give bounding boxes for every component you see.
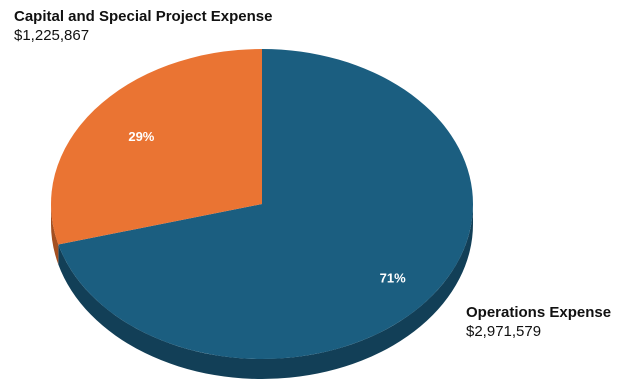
capital-annotation: Capital and Special Project Expense $1,2… [14,8,272,46]
operations-amount: $2,971,579 [466,322,542,340]
pie-percent-labels: 71% 29% [128,129,406,285]
pie-side-capital-and-special-project-expense [51,204,59,265]
pie-slice-capital-and-special-project-expense [50,49,262,245]
pie-slices [50,49,473,359]
pie-sides [51,204,473,379]
capital-series-name: Capital and Special Project Expense [14,8,273,25]
operations-series-name: Operations Expense [466,304,612,321]
percent-label-operations-expense: 71% [380,270,406,285]
capital-amount: $1,225,867 [14,26,90,44]
percent-label-capital-and-special-project-expense: 29% [128,129,154,144]
operations-annotation: Operations Expense $2,971,579 [466,304,611,342]
pie-slice-operations-expense [58,49,473,359]
